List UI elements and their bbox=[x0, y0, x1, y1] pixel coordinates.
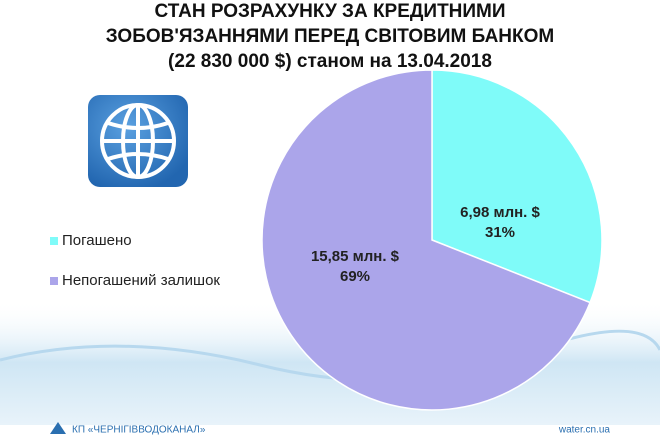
legend-label: Непогашений залишок bbox=[62, 272, 220, 289]
value-label: 69% bbox=[340, 268, 370, 285]
world-bank-logo bbox=[88, 95, 188, 187]
footer: КП «ЧЕРНІГІВВОДОКАНАЛ» water.cn.ua bbox=[50, 422, 610, 436]
footer-website: water.cn.ua bbox=[558, 425, 611, 436]
pie-slice bbox=[431, 69, 603, 304]
pie-slice bbox=[261, 69, 592, 411]
amount-label: 6,98 млн. $ bbox=[460, 204, 540, 221]
legend-label: Погашено bbox=[62, 232, 132, 249]
legend-marker bbox=[50, 237, 58, 245]
chart-title: ЗОБОВ'ЯЗАННЯМИ ПЕРЕД СВІТОВИМ БАНКОМ bbox=[106, 26, 554, 47]
value-label: 31% bbox=[485, 224, 515, 241]
chart-title: (22 830 000 $) станом на 13.04.2018 bbox=[168, 51, 492, 72]
legend-marker bbox=[50, 277, 58, 285]
chart-title: СТАН РОЗРАХУНКУ ЗА КРЕДИТНИМИ bbox=[154, 1, 505, 22]
pie: 6,98 млн. $ 31% 15,85 млн. $ 69% bbox=[261, 69, 603, 411]
footer-organization: КП «ЧЕРНІГІВВОДОКАНАЛ» bbox=[72, 425, 206, 436]
amount-label: 15,85 млн. $ bbox=[311, 248, 400, 265]
